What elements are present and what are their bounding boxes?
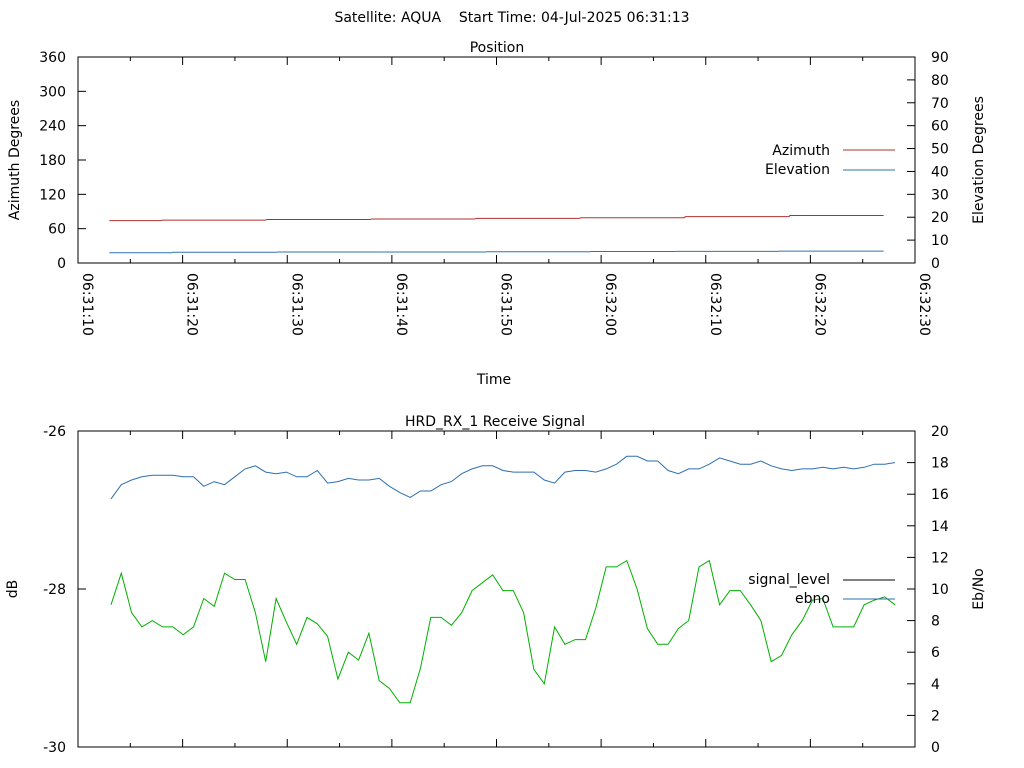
position-x-axis-label: Time bbox=[476, 372, 511, 388]
header-title: Satellite: AQUA Start Time: 04-Jul-2025 … bbox=[334, 10, 689, 26]
receive-signal-y2-tick-label: 8 bbox=[931, 614, 940, 630]
position-y2-tick-label: 0 bbox=[931, 256, 940, 272]
position-y-tick-label: 180 bbox=[39, 153, 66, 169]
receive-signal-y-tick-label: -30 bbox=[43, 740, 66, 756]
position-y-tick-label: 360 bbox=[39, 50, 66, 66]
position-x-tick-label: 06:32:30 bbox=[916, 273, 932, 336]
legend-signal-level-label: signal_level bbox=[748, 572, 830, 588]
receive-signal-y2-tick-label: 6 bbox=[931, 645, 940, 661]
position-x-tick-label: 06:32:20 bbox=[811, 273, 827, 336]
receive-signal-y-axis-label: dB bbox=[5, 580, 21, 599]
position-y2-tick-label: 10 bbox=[931, 233, 949, 249]
position-x-tick-label: 06:31:30 bbox=[288, 273, 304, 336]
position-y2-tick-label: 70 bbox=[931, 96, 949, 112]
legend-elevation-label: Elevation bbox=[765, 162, 830, 178]
receive-signal-y2-axis-label: Eb/No bbox=[971, 568, 987, 610]
position-y2-tick-label: 90 bbox=[931, 50, 949, 66]
legend-ebno-label: ebno bbox=[795, 591, 830, 607]
position-x-tick-label: 06:31:10 bbox=[79, 273, 95, 336]
receive-signal-y-tick-label: -26 bbox=[43, 424, 66, 440]
receive-signal-y-tick-label: -28 bbox=[43, 582, 66, 598]
receive-signal-series-green bbox=[110, 559, 896, 704]
receive-signal-y2-tick-label: 16 bbox=[931, 487, 949, 503]
position-x-tick-label: 06:31:50 bbox=[498, 273, 514, 336]
position-x-tick-label: 06:32:00 bbox=[602, 273, 618, 336]
receive-signal-y2-tick-label: 20 bbox=[931, 424, 949, 440]
position-y2-tick-label: 30 bbox=[931, 187, 949, 203]
position-x-tick-label: 06:31:40 bbox=[393, 273, 409, 336]
position-chart: Position 0 60 120 180 240 300 360 0 10 20 30 40 50 60… bbox=[7, 40, 987, 388]
position-y2-tick-label: 60 bbox=[931, 119, 949, 135]
position-y2-tick-label: 50 bbox=[931, 142, 949, 158]
receive-signal-ticks: -30 -28 -26 0 2 4 6 8 10 12 14 16 18 20 bbox=[43, 424, 949, 756]
receive-signal-series-ebno bbox=[110, 455, 896, 500]
receive-signal-y2-tick-label: 4 bbox=[931, 677, 940, 693]
position-y-tick-label: 120 bbox=[39, 187, 66, 203]
position-y2-tick-label: 20 bbox=[931, 210, 949, 226]
position-plot-frame bbox=[77, 56, 916, 264]
receive-signal-y2-tick-label: 18 bbox=[931, 456, 949, 472]
position-y-tick-label: 60 bbox=[48, 222, 66, 238]
receive-signal-title: HRD_RX_1 Receive Signal bbox=[405, 414, 585, 430]
receive-signal-plot-frame bbox=[77, 430, 916, 748]
receive-signal-legend: signal_level ebno bbox=[748, 572, 895, 607]
position-y-tick-label: 300 bbox=[39, 84, 66, 100]
receive-signal-y2-tick-label: 12 bbox=[931, 550, 949, 566]
position-x-tick-label: 06:32:10 bbox=[707, 273, 723, 336]
receive-signal-y2-tick-label: 0 bbox=[931, 740, 940, 756]
position-legend: Azimuth Elevation bbox=[765, 143, 895, 178]
receive-signal-y2-tick-label: 2 bbox=[931, 708, 940, 724]
position-y2-tick-label: 40 bbox=[931, 164, 949, 180]
receive-signal-y2-tick-label: 14 bbox=[931, 519, 949, 535]
position-series bbox=[109, 215, 884, 254]
position-title: Position bbox=[470, 40, 525, 56]
position-x-tick-label: 06:31:20 bbox=[184, 273, 200, 336]
position-y2-tick-label: 80 bbox=[931, 73, 949, 89]
receive-signal-y2-tick-label: 10 bbox=[931, 582, 949, 598]
position-y-tick-label: 0 bbox=[57, 256, 66, 272]
legend-azimuth-label: Azimuth bbox=[772, 143, 830, 159]
position-y-tick-label: 240 bbox=[39, 119, 66, 135]
position-y-axis-label: Azimuth Degrees bbox=[7, 100, 23, 220]
position-ticks: 0 60 120 180 240 300 360 0 10 20 30 40 50 60 70 80 90 06:… bbox=[39, 50, 949, 336]
position-y2-axis-label: Elevation Degrees bbox=[971, 96, 987, 224]
receive-signal-series bbox=[110, 455, 896, 704]
receive-signal-chart: HRD_RX_1 Receive Signal -30 -28 -26 0 2 4 6 8 10… bbox=[5, 414, 987, 756]
